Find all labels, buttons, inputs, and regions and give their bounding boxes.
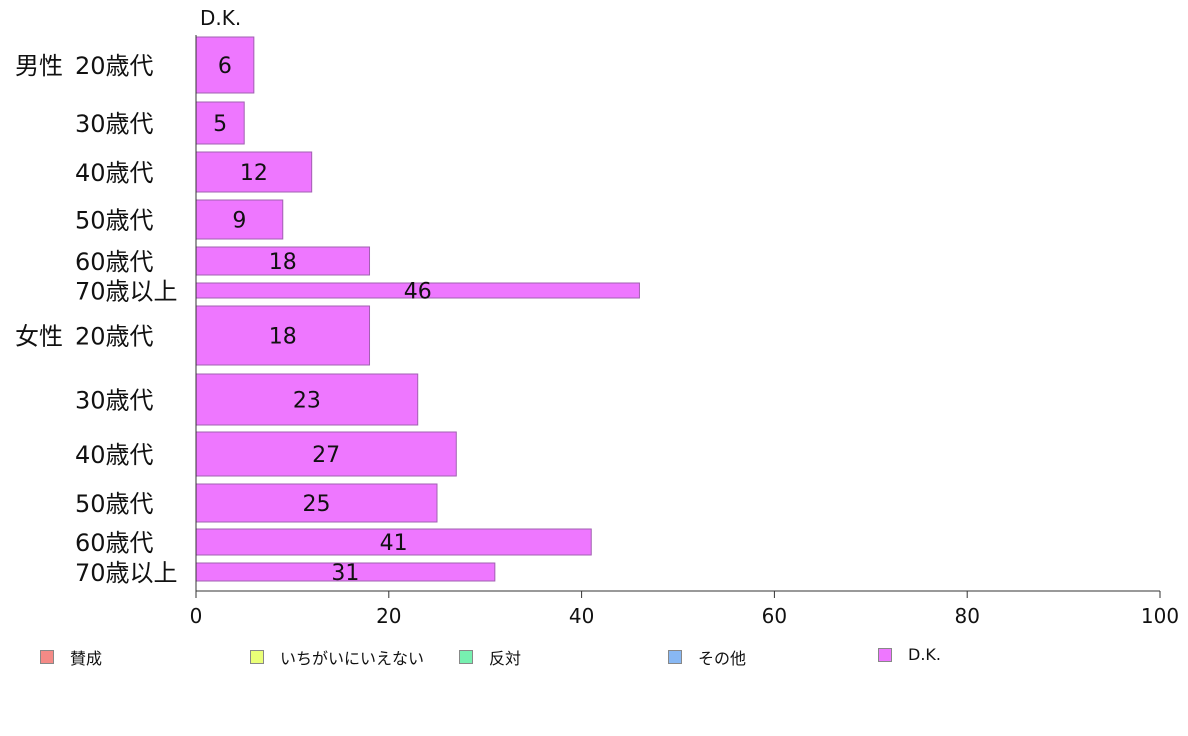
bar [195,305,371,366]
legend-swatch [40,650,54,664]
row-label: 60歳代 [75,529,154,557]
row-label: 20歳代 [75,52,154,80]
bar [195,199,284,240]
legend: 賛成 いちがいにいえない 反対 その他 D.K. [0,645,1188,668]
data-label: 12 [240,161,268,186]
bar-chart: D.K.620歳代男性530歳代1240歳代950歳代1860歳代4670歳以上… [15,6,1179,628]
legend-label: 賛成 [70,649,103,668]
row-label: 40歳代 [75,159,154,187]
x-tick-label: 60 [762,604,787,628]
bar [195,36,255,94]
legend-item-dk: D.K. [878,645,941,664]
row-label: 60歳代 [75,248,154,276]
x-tick-label: 0 [190,604,203,628]
data-label: 9 [232,209,246,234]
legend-label: D.K. [908,645,941,664]
bar [195,373,419,426]
legend-swatch [668,650,682,664]
legend-label: その他 [698,649,747,668]
legend-item-sansei: 賛成 [40,645,102,669]
x-tick-label: 100 [1141,604,1179,628]
row-label: 40歳代 [75,441,154,469]
bar [195,151,313,193]
bar [195,101,245,145]
chart-title: D.K. [200,6,241,30]
row-label: 50歳代 [75,490,154,518]
row-label: 20歳代 [75,323,154,351]
data-label: 18 [269,250,297,275]
group-label: 女性 [15,323,63,351]
data-label: 5 [213,112,227,137]
legend-swatch [878,647,892,662]
group-label: 男性 [15,52,63,80]
legend-item-sonota: その他 [668,645,746,669]
data-label: 41 [380,531,408,556]
data-label: 31 [331,561,359,586]
x-tick-label: 80 [954,604,979,628]
legend-item-ichigaini: いちがいにいえない [250,645,424,669]
row-label: 50歳代 [75,207,154,235]
data-label: 6 [218,54,232,79]
row-label: 30歳代 [75,387,154,415]
legend-item-hantai: 反対 [459,645,521,669]
bar [195,246,371,276]
data-label: 27 [312,443,340,468]
row-label: 70歳以上 [75,278,178,306]
legend-swatch [250,650,264,664]
data-label: 25 [303,492,331,517]
row-label: 30歳代 [75,110,154,138]
x-tick-label: 40 [569,604,594,628]
legend-label: いちがいにいえない [280,649,425,668]
legend-label: 反対 [489,649,522,668]
data-label: 46 [404,280,432,305]
x-tick-label: 20 [376,604,401,628]
data-label: 18 [269,325,297,350]
row-label: 70歳以上 [75,559,178,587]
legend-swatch [459,650,473,664]
data-label: 23 [293,389,321,414]
